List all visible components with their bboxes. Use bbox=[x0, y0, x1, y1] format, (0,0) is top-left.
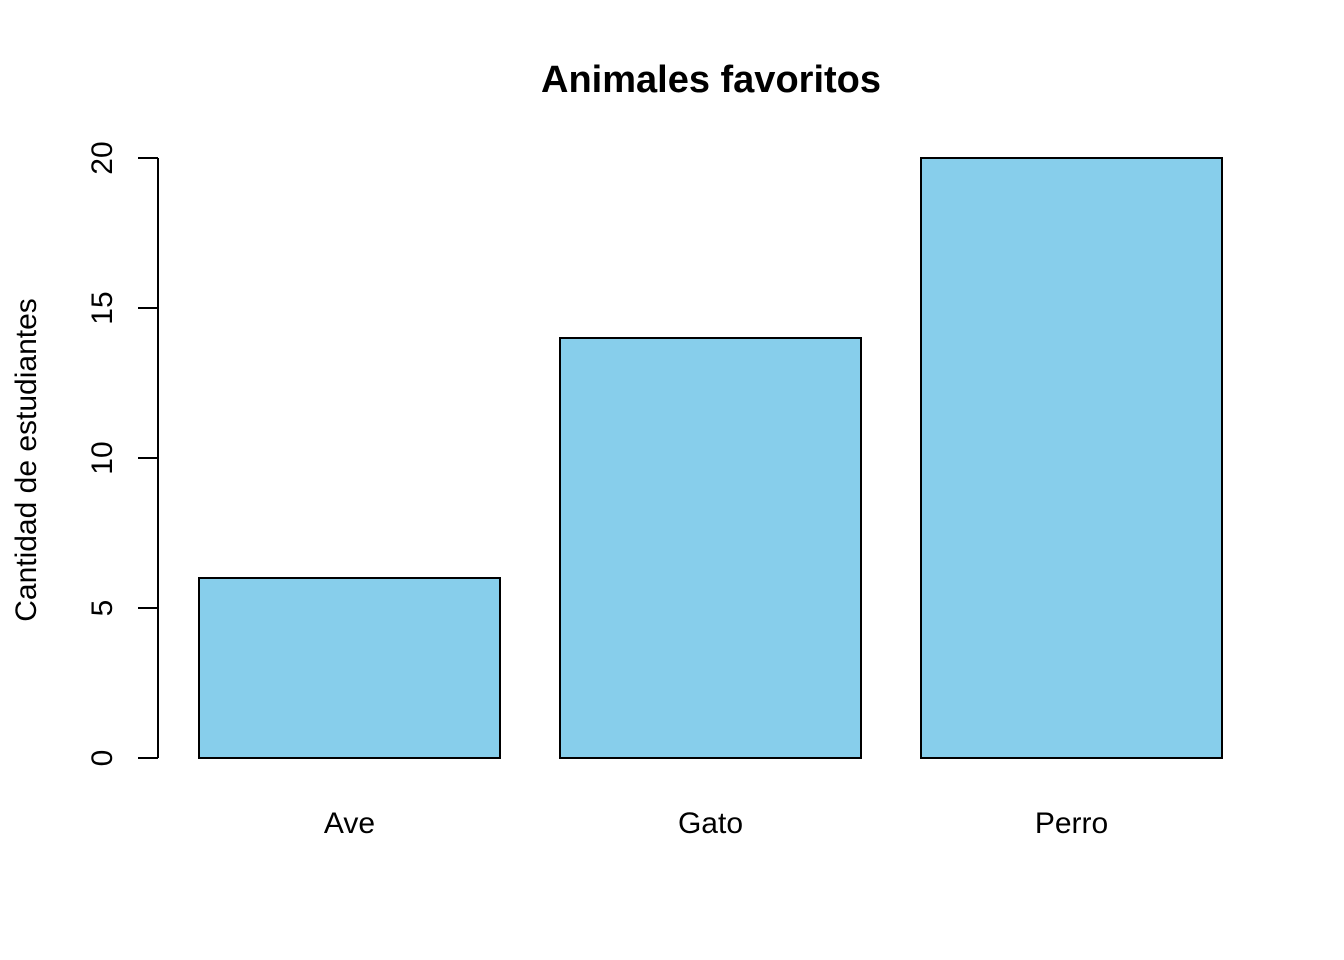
x-tick-label: Gato bbox=[678, 807, 743, 840]
bar-gato bbox=[559, 337, 862, 759]
y-tick-label: 20 bbox=[86, 141, 119, 174]
y-tick-label: 10 bbox=[86, 441, 119, 474]
bars bbox=[198, 157, 1223, 759]
y-tick-label: 15 bbox=[86, 291, 119, 324]
x-tick-label: Perro bbox=[1035, 807, 1108, 840]
y-tick-label: 5 bbox=[86, 600, 119, 617]
y-axis: 0 5 10 15 20 bbox=[86, 141, 159, 767]
x-tick-label: Ave bbox=[324, 807, 375, 840]
chart-title: Animales favoritos bbox=[541, 59, 881, 101]
bar-perro bbox=[920, 157, 1223, 759]
y-tick-label: 0 bbox=[86, 750, 119, 767]
x-axis-labels: Ave Gato Perro bbox=[324, 807, 1108, 840]
bar-ave bbox=[198, 577, 501, 759]
y-axis-label: Cantidad de estudiantes bbox=[10, 298, 43, 622]
